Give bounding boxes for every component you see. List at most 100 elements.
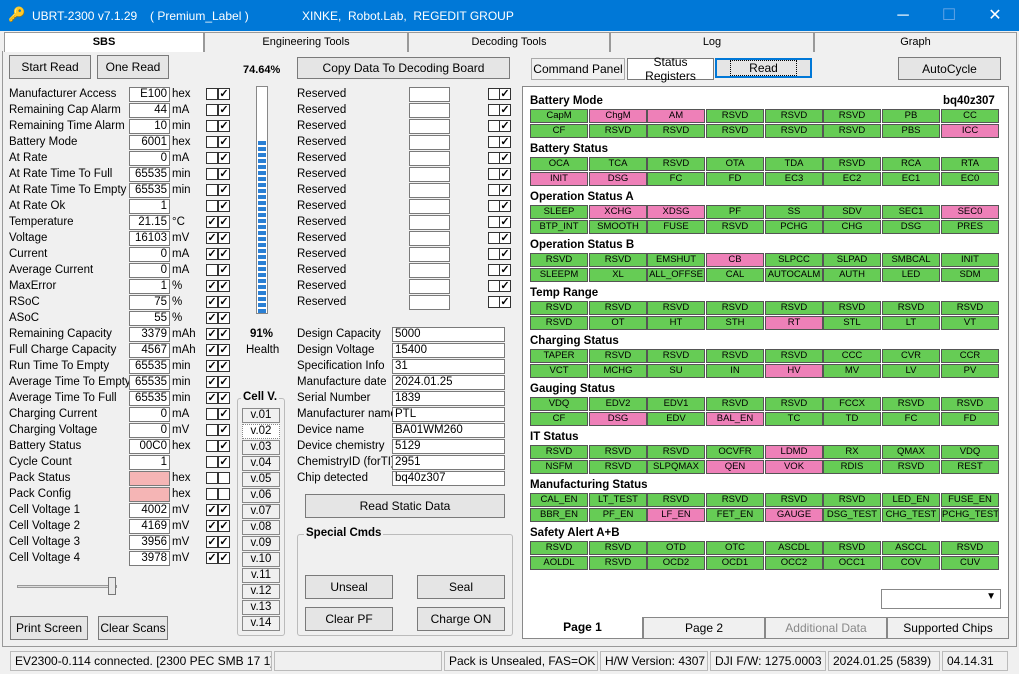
sbs-scan-checkbox[interactable]: ✓ (218, 376, 230, 388)
reserved-checkbox-b[interactable]: ✓ (499, 200, 511, 212)
sbs-scan-checkbox[interactable]: ✓ (218, 216, 230, 228)
sbs-log-checkbox[interactable] (206, 264, 218, 276)
cellv-button[interactable]: v.01 (242, 408, 280, 423)
sbs-log-checkbox[interactable] (206, 424, 218, 436)
status-registers-button[interactable]: Status Registers (627, 55, 714, 83)
cellv-button[interactable]: v.06 (242, 488, 280, 503)
sbs-scan-checkbox[interactable]: ✓ (218, 232, 230, 244)
sbs-scan-checkbox[interactable]: ✓ (218, 440, 230, 452)
reserved-checkbox-b[interactable]: ✓ (499, 280, 511, 292)
sbs-scan-checkbox[interactable]: ✓ (218, 88, 230, 100)
tab-log[interactable]: Log (610, 32, 814, 52)
reserved-checkbox-b[interactable]: ✓ (499, 168, 511, 180)
sbs-scan-checkbox[interactable]: ✓ (218, 552, 230, 564)
print-screen-button[interactable]: Print Screen (10, 616, 88, 640)
tab-sbs[interactable]: SBS (4, 32, 204, 52)
reserved-checkbox-b[interactable]: ✓ (499, 296, 511, 308)
cellv-button[interactable]: v.05 (242, 472, 280, 487)
sbs-log-checkbox[interactable]: ✓ (206, 520, 218, 532)
autocycle-button[interactable]: AutoCycle (898, 57, 1001, 80)
cellv-button[interactable]: v.13 (242, 600, 280, 615)
slider-thumb[interactable] (108, 577, 116, 595)
sbs-scan-checkbox[interactable]: ✓ (218, 280, 230, 292)
cellv-button[interactable]: v.14 (242, 616, 280, 631)
chip-select[interactable]: ▼ (881, 589, 1001, 609)
sbs-log-checkbox[interactable] (206, 120, 218, 132)
sbs-log-checkbox[interactable]: ✓ (206, 376, 218, 388)
sbs-scan-checkbox[interactable]: ✓ (218, 136, 230, 148)
cellv-button[interactable]: v.11 (242, 568, 280, 583)
read-button[interactable]: Read (715, 58, 812, 78)
sbs-log-checkbox[interactable]: ✓ (206, 392, 218, 404)
sbs-scan-checkbox[interactable]: ✓ (218, 504, 230, 516)
sbs-log-checkbox[interactable]: ✓ (206, 296, 218, 308)
sbs-scan-checkbox[interactable]: ✓ (218, 392, 230, 404)
sbs-log-checkbox[interactable] (206, 456, 218, 468)
sbs-scan-checkbox[interactable]: ✓ (218, 456, 230, 468)
sbs-scan-checkbox[interactable]: ✓ (218, 168, 230, 180)
command-panel-button[interactable]: Command Panel (531, 58, 625, 80)
copy-to-decoding-button[interactable]: Copy Data To Decoding Board (297, 57, 510, 79)
unseal-button[interactable]: Unseal (305, 575, 393, 599)
tab-decoding-tools[interactable]: Decoding Tools (408, 32, 610, 52)
sbs-scan-checkbox[interactable] (218, 472, 230, 484)
cellv-button[interactable]: v.12 (242, 584, 280, 599)
sbs-scan-checkbox[interactable]: ✓ (218, 536, 230, 548)
clear-pf-button[interactable]: Clear PF (305, 607, 393, 631)
seal-button[interactable]: Seal (417, 575, 505, 599)
reserved-checkbox-b[interactable]: ✓ (499, 152, 511, 164)
page-tab-additional-data[interactable]: Additional Data (765, 617, 887, 639)
tab-engineering-tools[interactable]: Engineering Tools (204, 32, 408, 52)
start-read-button[interactable]: Start Read (9, 55, 91, 79)
sbs-log-checkbox[interactable]: ✓ (206, 280, 218, 292)
sbs-log-checkbox[interactable] (206, 168, 218, 180)
sbs-scan-checkbox[interactable]: ✓ (218, 120, 230, 132)
maximize-button[interactable]: ☐ (941, 7, 957, 24)
cellv-button[interactable]: v.09 (242, 536, 280, 551)
sbs-scan-checkbox[interactable]: ✓ (218, 312, 230, 324)
clear-scans-button[interactable]: Clear Scans (98, 616, 168, 640)
cellv-button[interactable]: v.02 (242, 424, 280, 439)
read-static-data-button[interactable]: Read Static Data (305, 494, 505, 518)
sbs-scan-checkbox[interactable]: ✓ (218, 152, 230, 164)
sbs-scan-checkbox[interactable]: ✓ (218, 104, 230, 116)
sbs-scan-checkbox[interactable]: ✓ (218, 328, 230, 340)
reserved-checkbox-b[interactable]: ✓ (499, 120, 511, 132)
sbs-log-checkbox[interactable]: ✓ (206, 360, 218, 372)
sbs-scan-checkbox[interactable]: ✓ (218, 200, 230, 212)
sbs-scan-checkbox[interactable]: ✓ (218, 248, 230, 260)
sbs-scan-checkbox[interactable]: ✓ (218, 360, 230, 372)
sbs-log-checkbox[interactable] (206, 408, 218, 420)
sbs-log-checkbox[interactable] (206, 472, 218, 484)
cellv-button[interactable]: v.03 (242, 440, 280, 455)
cellv-button[interactable]: v.07 (242, 504, 280, 519)
sbs-log-checkbox[interactable]: ✓ (206, 232, 218, 244)
sbs-log-checkbox[interactable]: ✓ (206, 344, 218, 356)
cellv-button[interactable]: v.10 (242, 552, 280, 567)
sbs-log-checkbox[interactable] (206, 488, 218, 500)
charge-on-button[interactable]: Charge ON (417, 607, 505, 631)
sbs-scan-checkbox[interactable]: ✓ (218, 408, 230, 420)
reserved-checkbox-b[interactable]: ✓ (499, 232, 511, 244)
cellv-button[interactable]: v.08 (242, 520, 280, 535)
sbs-scan-checkbox[interactable]: ✓ (218, 520, 230, 532)
sbs-log-checkbox[interactable]: ✓ (206, 536, 218, 548)
reserved-checkbox-b[interactable]: ✓ (499, 88, 511, 100)
close-button[interactable]: ✕ (988, 7, 1002, 24)
sbs-scan-checkbox[interactable]: ✓ (218, 296, 230, 308)
page-tab-2[interactable]: Page 2 (643, 617, 765, 639)
sbs-log-checkbox[interactable]: ✓ (206, 328, 218, 340)
sbs-log-checkbox[interactable] (206, 184, 218, 196)
reserved-checkbox-b[interactable]: ✓ (499, 136, 511, 148)
sbs-scan-checkbox[interactable]: ✓ (218, 184, 230, 196)
cellv-button[interactable]: v.04 (242, 456, 280, 471)
one-read-button[interactable]: One Read (97, 55, 169, 79)
sbs-log-checkbox[interactable]: ✓ (206, 216, 218, 228)
sbs-log-checkbox[interactable] (206, 104, 218, 116)
minimize-button[interactable]: ─ (897, 7, 909, 24)
slider-track[interactable] (17, 585, 117, 588)
sbs-scan-checkbox[interactable]: ✓ (218, 344, 230, 356)
sbs-log-checkbox[interactable] (206, 136, 218, 148)
sbs-log-checkbox[interactable]: ✓ (206, 312, 218, 324)
reserved-checkbox-b[interactable]: ✓ (499, 184, 511, 196)
